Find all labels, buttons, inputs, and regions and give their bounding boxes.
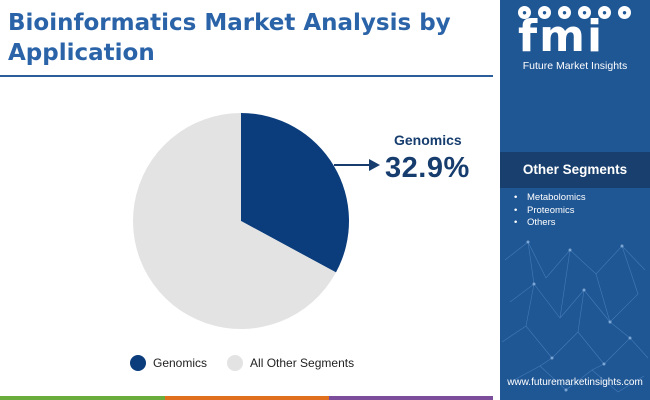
legend-item-all-other-segments: All Other Segments xyxy=(227,355,354,371)
legend-swatch-other xyxy=(227,355,244,371)
leaf-icon: ● xyxy=(538,6,551,19)
website-url: www.futuremarketinsights.com xyxy=(507,377,643,388)
logo-icon-row: ● ● ● ● ● ● xyxy=(518,6,632,20)
person-icon: ● xyxy=(598,6,611,19)
title-divider xyxy=(0,75,493,77)
legend-label: Genomics xyxy=(153,356,208,370)
legend-label: All Other Segments xyxy=(250,356,355,370)
bottom-bar-segment-orange xyxy=(165,396,329,400)
list-item: Proteomics xyxy=(514,205,586,218)
callout-label: Genomics xyxy=(394,132,462,148)
list-item: Others xyxy=(514,217,586,230)
list-item: Metabolomics xyxy=(514,192,586,205)
legend-item-genomics: Genomics xyxy=(130,355,207,371)
network-graphic xyxy=(501,240,649,393)
other-segments-header: Other Segments xyxy=(500,152,650,188)
callout-arrow xyxy=(334,159,380,171)
gear-icon: ● xyxy=(618,6,631,19)
globe-icon: ● xyxy=(558,6,571,19)
chart-legend: Genomics All Other Segments xyxy=(130,355,374,371)
logo-subtitle: Future Market Insights xyxy=(522,60,628,72)
chart-title: Bioinformatics Market Analysis by Applic… xyxy=(8,10,451,66)
bulb-icon: ● xyxy=(578,6,591,19)
logo-letters: fmi xyxy=(518,11,605,62)
pie-slice-all-other-segments xyxy=(133,113,336,329)
bottom-bar-segment-green xyxy=(0,396,165,400)
flask-icon: ● xyxy=(518,6,531,19)
bottom-bar-segment-purple xyxy=(329,396,493,400)
pie-chart xyxy=(133,113,380,329)
legend-swatch-genomics xyxy=(130,355,146,371)
side-panel: ● ● ● ● ● ● fmi Future Market Insights O… xyxy=(500,0,650,400)
fmi-logo: ● ● ● ● ● ● fmi Future Market Insights xyxy=(514,4,636,74)
other-segments-heading: Other Segments xyxy=(522,162,628,177)
bottom-color-bar xyxy=(0,396,493,400)
callout-value: 32.9% xyxy=(385,152,470,184)
pie-slice-genomics xyxy=(241,113,349,273)
other-segments-list: Metabolomics Proteomics Others xyxy=(514,192,586,230)
